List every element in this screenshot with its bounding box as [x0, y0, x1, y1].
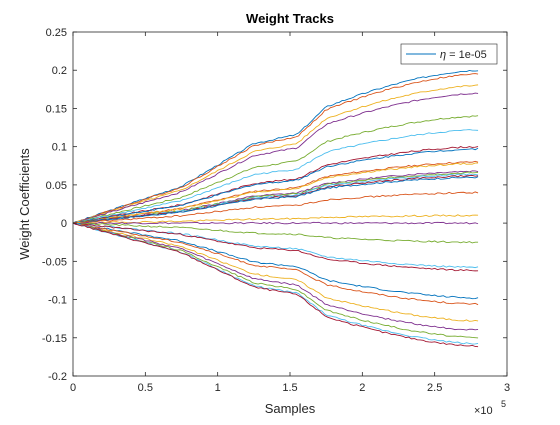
y-tick-label: -0.2: [48, 371, 67, 383]
y-tick-label: -0.05: [42, 256, 67, 268]
y-tick-label: 0: [61, 218, 67, 230]
series-line-10: [72, 162, 479, 224]
x-ticks: 0 0.5 1 1.5 2 2.5 3: [70, 32, 510, 394]
x-tick-label: 1: [215, 382, 221, 394]
x-exponent-power: 5: [501, 399, 506, 409]
series-line-1: [72, 69, 479, 224]
series-line-5: [72, 115, 479, 224]
y-ticks: -0.2 -0.15 -0.1 -0.05 0 0.05 0.1 0.15 0.2 0.25: [42, 27, 507, 383]
y-tick-label: 0.1: [52, 142, 67, 154]
series-line-21: [72, 222, 479, 272]
legend-box: [400, 43, 498, 65]
series-line-4: [72, 92, 479, 224]
series-line-6: [72, 129, 479, 224]
series-line-17: [72, 214, 479, 224]
y-tick-label: 0.25: [46, 27, 67, 39]
series-line-22: [72, 222, 479, 300]
series-line-25: [72, 222, 479, 331]
x-tick-label: 2.5: [427, 382, 442, 394]
x-exponent-base: ×10: [474, 405, 493, 417]
series-line-24: [72, 222, 479, 322]
legend-label: = 1e-05: [446, 49, 487, 61]
series-line-28: [72, 222, 479, 348]
series-line-8: [72, 147, 479, 224]
x-axis-label: Samples: [265, 401, 316, 416]
chart-title: Weight Tracks: [246, 11, 334, 26]
series-line-15: [72, 176, 479, 224]
series-line-23: [72, 222, 479, 306]
y-tick-label: -0.1: [48, 295, 67, 307]
series-line-3: [72, 84, 479, 224]
series-line-18: [72, 221, 479, 225]
series-line-2: [72, 73, 479, 224]
x-tick-label: 0.5: [138, 382, 153, 394]
legend: η = 1e-05: [400, 43, 498, 65]
x-tick-label: 1.5: [282, 382, 297, 394]
y-axis-label: Weight Coefficients: [17, 148, 32, 260]
plot-area: [73, 32, 507, 376]
y-tick-label: 0.2: [52, 65, 67, 77]
series-line-7: [72, 146, 479, 224]
series-layer: [72, 69, 479, 348]
y-tick-label: 0.15: [46, 103, 67, 115]
x-tick-label: 2: [359, 382, 365, 394]
legend-symbol: η: [440, 49, 446, 61]
x-tick-label: 0: [70, 382, 76, 394]
y-tick-label: -0.15: [42, 333, 67, 345]
legend-entry: η = 1e-05: [440, 49, 487, 61]
y-tick-label: 0.05: [46, 180, 67, 192]
series-line-19: [72, 222, 479, 244]
x-tick-label: 3: [504, 382, 510, 394]
series-line-16: [72, 191, 479, 224]
